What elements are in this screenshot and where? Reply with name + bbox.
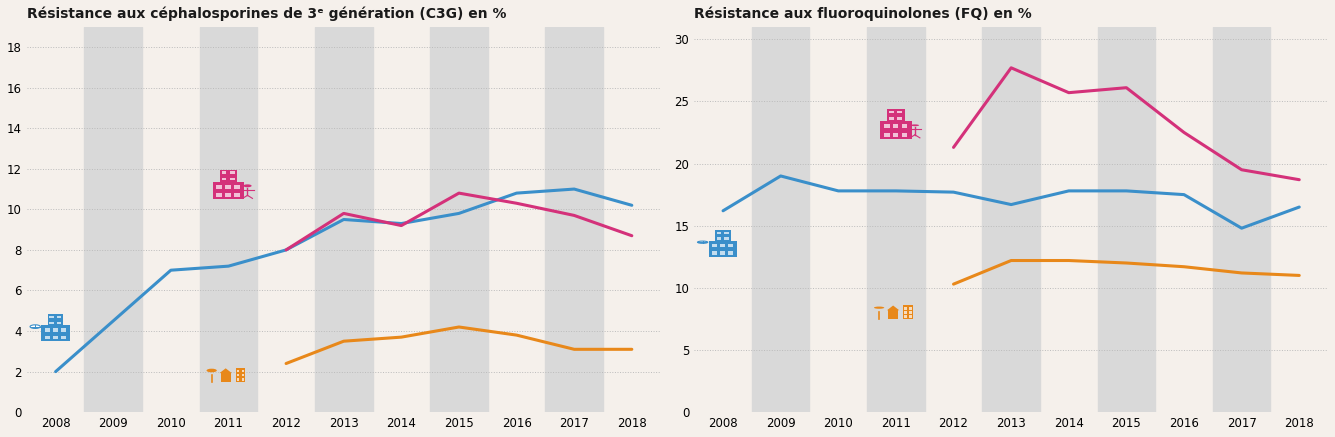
Bar [216,185,222,189]
Bar [904,316,906,318]
Bar [49,316,53,319]
Bar [53,336,57,339]
Bar [1212,27,1271,412]
Bar [45,328,49,332]
Bar [884,133,889,137]
Bar [868,27,925,412]
Bar [57,316,61,319]
Bar [234,185,240,189]
Bar [430,27,487,412]
Circle shape [697,241,708,243]
Bar [909,316,912,318]
Bar [216,193,222,197]
Bar [200,27,258,412]
Circle shape [207,369,216,372]
Polygon shape [219,368,232,373]
Bar [720,251,725,255]
Bar [717,232,721,234]
Text: Résistance aux fluoroquinolones (FQ) en %: Résistance aux fluoroquinolones (FQ) en … [694,7,1032,21]
Bar [48,315,64,326]
Bar [236,374,239,377]
Bar [242,370,244,372]
Bar [709,241,737,257]
Bar [889,111,894,113]
Bar [893,125,898,128]
Bar [893,133,898,137]
Bar [884,125,889,128]
Bar [226,185,231,189]
Bar [716,230,730,241]
Bar [226,193,231,197]
Bar [236,370,239,372]
Bar [904,307,906,309]
Circle shape [874,307,884,309]
Bar [880,121,912,139]
Bar [901,133,908,137]
Circle shape [243,184,251,187]
Bar [728,244,733,247]
Bar [897,117,902,120]
Bar [212,182,244,199]
Polygon shape [886,305,900,310]
Bar [720,244,725,247]
Bar [220,373,231,382]
Bar [909,311,912,314]
Bar [983,27,1040,412]
Bar [61,336,65,339]
Bar [230,171,235,174]
Bar [234,193,240,197]
Bar [752,27,809,412]
Bar [888,109,905,121]
Bar [61,328,65,332]
Bar [728,251,733,255]
Circle shape [910,125,918,126]
Bar [725,232,729,234]
Bar [888,310,898,319]
Bar [84,27,142,412]
Bar [712,244,717,247]
Bar [222,177,227,180]
Bar [236,378,239,381]
Bar [242,374,244,377]
Bar [725,237,729,239]
Bar [889,117,894,120]
Circle shape [31,325,40,329]
Bar [57,322,61,324]
Bar [220,170,238,182]
Bar [909,307,912,309]
Bar [901,125,908,128]
Bar [712,251,717,255]
Bar [230,177,235,180]
Bar [546,27,603,412]
Text: Résistance aux céphalosporines de 3ᵉ génération (C3G) en %: Résistance aux céphalosporines de 3ᵉ gén… [27,7,506,21]
Bar [222,171,227,174]
Bar [41,326,69,341]
Bar [53,328,57,332]
Bar [717,237,721,239]
Bar [49,322,53,324]
Bar [242,378,244,381]
Bar [904,305,913,319]
Bar [236,368,246,382]
Bar [1097,27,1155,412]
Bar [897,111,902,113]
Bar [904,311,906,314]
Bar [45,336,49,339]
Bar [315,27,372,412]
